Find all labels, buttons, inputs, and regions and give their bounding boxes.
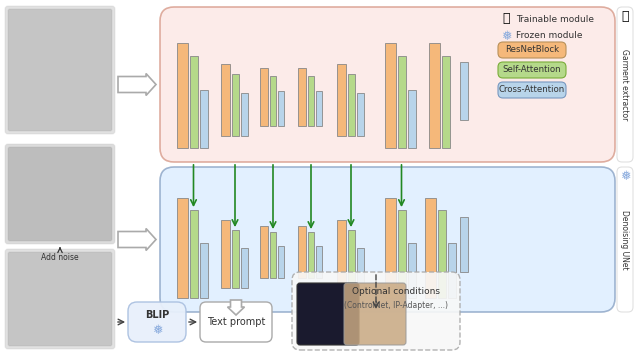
Bar — [200, 90, 207, 148]
Bar — [460, 217, 468, 272]
Bar — [241, 248, 248, 288]
Bar — [221, 220, 230, 288]
Bar — [348, 230, 355, 288]
Bar — [460, 62, 468, 120]
Bar — [337, 220, 346, 288]
Bar — [385, 43, 396, 148]
Bar — [385, 198, 396, 298]
Bar — [278, 91, 284, 126]
Bar — [316, 91, 322, 126]
Bar — [447, 243, 456, 298]
Text: Frozen module: Frozen module — [516, 32, 582, 40]
Text: Cross-Attention: Cross-Attention — [499, 86, 565, 95]
FancyBboxPatch shape — [160, 7, 615, 162]
Text: 🔥: 🔥 — [502, 12, 509, 25]
Text: (ControlNet, IP-Adapter, ...): (ControlNet, IP-Adapter, ...) — [344, 301, 448, 309]
FancyBboxPatch shape — [498, 42, 566, 58]
Bar — [397, 56, 406, 148]
Text: BLIP: BLIP — [145, 310, 169, 320]
Bar — [232, 230, 239, 288]
Text: Garment extractor: Garment extractor — [621, 49, 630, 120]
Bar — [308, 232, 314, 278]
Bar — [232, 74, 239, 136]
FancyBboxPatch shape — [200, 302, 272, 342]
Text: Add noise: Add noise — [41, 253, 79, 262]
FancyBboxPatch shape — [498, 62, 566, 78]
FancyBboxPatch shape — [297, 283, 359, 345]
Bar — [260, 68, 268, 126]
FancyArrow shape — [118, 228, 156, 251]
Bar — [438, 210, 445, 298]
Bar — [397, 210, 406, 298]
Bar — [337, 64, 346, 136]
FancyBboxPatch shape — [292, 272, 460, 350]
Text: Text prompt: Text prompt — [207, 317, 265, 327]
FancyBboxPatch shape — [160, 167, 615, 312]
Text: Self-Attention: Self-Attention — [502, 65, 561, 74]
Text: ❅: ❅ — [500, 29, 511, 42]
Bar — [429, 43, 440, 148]
Text: Denoising UNet: Denoising UNet — [621, 210, 630, 269]
Bar — [298, 226, 306, 278]
Bar — [221, 64, 230, 136]
Bar — [260, 226, 268, 278]
FancyBboxPatch shape — [344, 283, 406, 345]
Text: ❅: ❅ — [620, 171, 630, 183]
Bar — [356, 248, 364, 288]
Bar — [189, 210, 198, 298]
Text: Optional conditions: Optional conditions — [352, 287, 440, 297]
Bar — [278, 246, 284, 278]
Bar — [241, 93, 248, 136]
Text: 🔥: 🔥 — [621, 11, 628, 23]
FancyBboxPatch shape — [128, 302, 186, 342]
FancyBboxPatch shape — [617, 7, 633, 162]
Bar — [270, 232, 276, 278]
Bar — [177, 198, 188, 298]
Text: ResNetBlock: ResNetBlock — [505, 46, 559, 55]
FancyBboxPatch shape — [498, 82, 566, 98]
FancyBboxPatch shape — [5, 144, 115, 244]
Bar — [189, 56, 198, 148]
FancyBboxPatch shape — [8, 252, 112, 346]
FancyBboxPatch shape — [617, 167, 633, 312]
Bar — [356, 93, 364, 136]
Text: Trainable module: Trainable module — [516, 15, 594, 23]
Text: ❅: ❅ — [152, 324, 163, 337]
FancyBboxPatch shape — [8, 147, 112, 241]
Bar — [442, 56, 449, 148]
Bar — [408, 90, 415, 148]
Bar — [348, 74, 355, 136]
FancyArrow shape — [118, 74, 156, 96]
Bar — [270, 76, 276, 126]
Bar — [298, 68, 306, 126]
Bar — [308, 76, 314, 126]
FancyArrow shape — [227, 300, 244, 315]
Bar — [177, 43, 188, 148]
FancyBboxPatch shape — [8, 9, 112, 131]
Bar — [424, 198, 435, 298]
Bar — [200, 243, 207, 298]
Bar — [316, 246, 322, 278]
FancyBboxPatch shape — [5, 6, 115, 134]
FancyBboxPatch shape — [5, 249, 115, 349]
Bar — [408, 243, 415, 298]
